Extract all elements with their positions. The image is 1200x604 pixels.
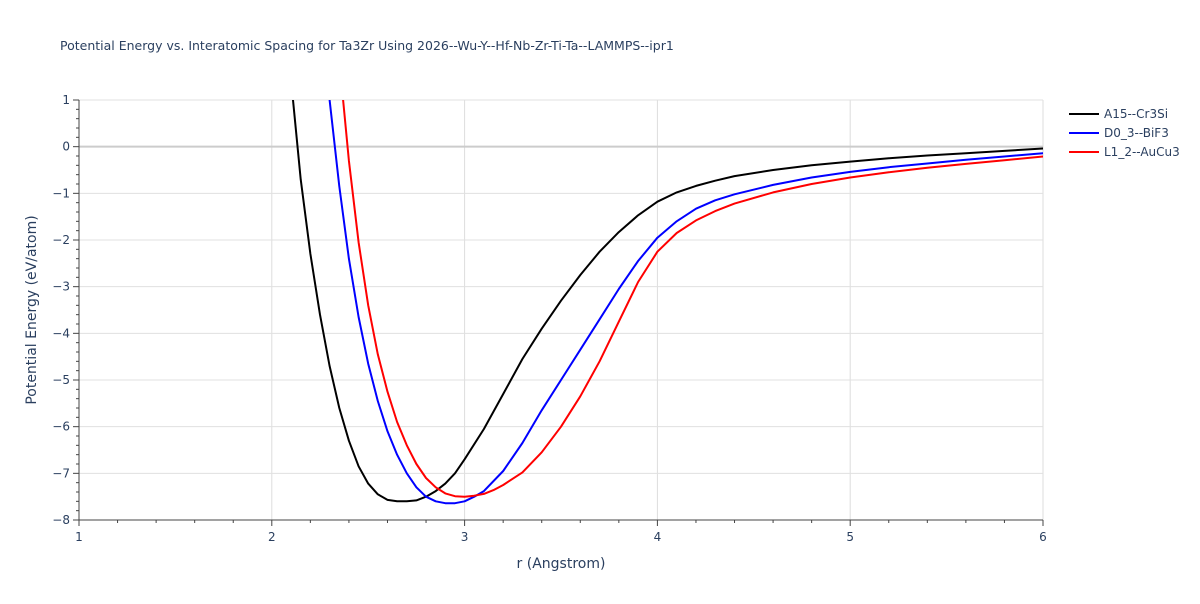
x-tick-label: 1	[75, 530, 83, 544]
legend-item[interactable]: L1_2--AuCu3	[1069, 145, 1180, 159]
series-lines	[292, 100, 1043, 505]
legend-label: L1_2--AuCu3	[1104, 145, 1180, 159]
x-tick-label: 2	[268, 530, 276, 544]
legend-label: A15--Cr3Si	[1104, 107, 1168, 121]
y-tick-label: −8	[52, 513, 70, 527]
y-tick-label: −1	[52, 186, 70, 200]
x-tick-label: 4	[654, 530, 662, 544]
series-line-1	[292, 100, 1043, 503]
y-tick-label: −5	[52, 373, 70, 387]
y-tick-label: −7	[52, 466, 70, 480]
y-axis-title: Potential Energy (eV/atom)	[24, 215, 40, 404]
y-tick-label: −3	[52, 280, 70, 294]
legend-item[interactable]: A15--Cr3Si	[1069, 107, 1168, 121]
legend-item[interactable]: D0_3--BiF3	[1069, 126, 1169, 140]
axes: 1 2 3 4 5 6 1 0 −1 −2 −3 −4 −5 −6 −7 −8	[52, 93, 1047, 544]
legend[interactable]: A15--Cr3Si D0_3--BiF3 L1_2--AuCu3	[1069, 107, 1180, 159]
y-tick-label: −4	[52, 326, 70, 340]
y-tick-label: 0	[62, 140, 70, 154]
x-tick-label: 3	[461, 530, 469, 544]
series-line-2	[328, 100, 1043, 505]
series-line-3	[342, 100, 1043, 498]
x-tick-label: 5	[846, 530, 854, 544]
y-tick-label: −6	[52, 420, 70, 434]
chart-title: Potential Energy vs. Interatomic Spacing…	[60, 38, 674, 53]
legend-label: D0_3--BiF3	[1104, 126, 1169, 140]
grid-lines	[79, 99, 1044, 520]
y-tick-label: −2	[52, 233, 70, 247]
x-axis-title: r (Angstrom)	[517, 556, 606, 572]
x-tick-label: 6	[1039, 530, 1047, 544]
y-tick-label: 1	[62, 93, 70, 107]
